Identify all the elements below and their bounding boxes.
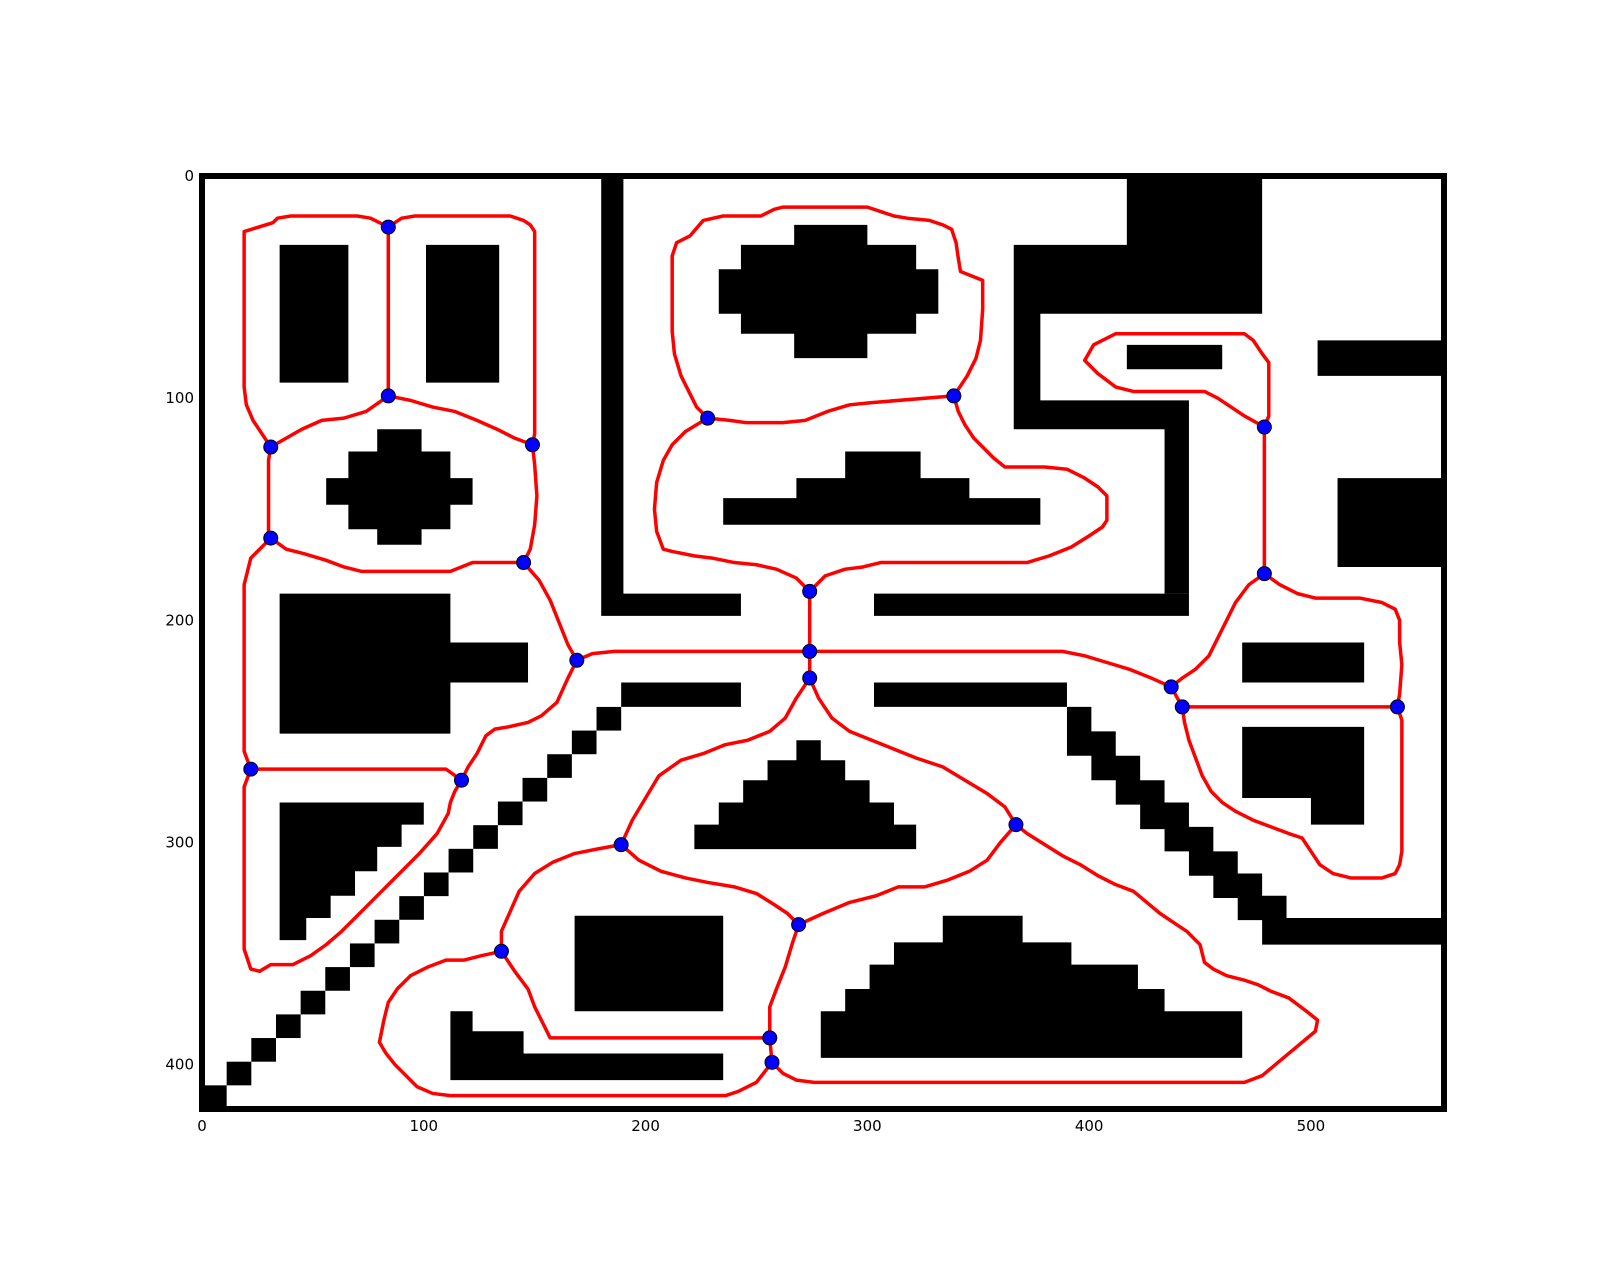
- x-tick-label: 400: [1075, 1117, 1104, 1135]
- graph-node: [264, 531, 278, 545]
- graph-node: [1009, 818, 1023, 832]
- big-l-block: [280, 594, 528, 734]
- graph-node: [1390, 700, 1404, 714]
- x-tick-label: 500: [1297, 1117, 1326, 1135]
- staircase-step: [424, 872, 449, 896]
- staircase-step: [375, 920, 400, 944]
- graph-node: [381, 220, 395, 234]
- x-tick-label: 300: [853, 1117, 882, 1135]
- graph-node: [244, 762, 258, 776]
- staircase-step: [399, 896, 424, 920]
- graph-node: [765, 1055, 779, 1069]
- graph-node: [381, 389, 395, 403]
- staircase-step: [251, 1038, 276, 1062]
- stepped-hill: [723, 451, 1040, 524]
- x-tick-label: 100: [409, 1117, 438, 1135]
- staircase-step: [572, 731, 597, 755]
- graph-node: [525, 438, 539, 452]
- staircase-step: [449, 849, 474, 873]
- graph-node: [763, 1031, 777, 1045]
- graph-node: [803, 584, 817, 598]
- right-edge-block: [1338, 478, 1444, 567]
- top-left-block-1: [280, 245, 349, 383]
- staircase-step: [276, 1014, 301, 1038]
- staircase-step: [202, 1085, 227, 1109]
- x-tick-label: 200: [631, 1117, 660, 1135]
- staircase-step: [227, 1062, 252, 1086]
- l-block-right: [1242, 727, 1364, 825]
- staircase-step: [325, 967, 350, 991]
- path-20-22: [621, 845, 798, 925]
- path-13-17: [810, 651, 1172, 687]
- path-6-7: [524, 563, 577, 661]
- graph-node: [614, 838, 628, 852]
- x-tick-label: 0: [197, 1117, 207, 1135]
- rect-right-1: [1242, 643, 1364, 683]
- graph-node: [517, 556, 531, 570]
- right-edge-bar: [1318, 340, 1444, 376]
- path-7-13: [577, 651, 810, 660]
- y-tick-label: 200: [165, 611, 194, 629]
- graph-node: [454, 773, 468, 787]
- graph-node: [803, 644, 817, 658]
- y-tick-label: 300: [165, 833, 194, 851]
- path-2-3: [271, 396, 389, 447]
- graph-node: [803, 671, 817, 685]
- path-5-8: [244, 538, 271, 769]
- graph-node: [1257, 567, 1271, 581]
- bar-center-left: [621, 682, 741, 706]
- diagonal-staircase: [202, 707, 621, 1109]
- y-tick-label: 400: [165, 1056, 194, 1074]
- graph-node: [792, 918, 806, 932]
- graph-node: [1257, 420, 1271, 434]
- staircase-step: [350, 943, 375, 967]
- graph-node: [1175, 700, 1189, 714]
- staircase-step: [498, 802, 523, 826]
- bottom-l-block: [450, 1011, 723, 1080]
- octagon-obstacle: [719, 225, 939, 358]
- graph-node: [1164, 680, 1178, 694]
- graph-node: [570, 653, 584, 667]
- right-maze-wall: [1014, 176, 1262, 594]
- center-triangle: [694, 740, 916, 849]
- graph-node: [947, 389, 961, 403]
- path-4-6: [524, 445, 537, 563]
- small-bar-right: [1127, 345, 1222, 369]
- bar-center-right: [874, 682, 1067, 706]
- staircase-step: [301, 991, 326, 1015]
- graph-node: [264, 440, 278, 454]
- y-tick-label: 100: [165, 389, 194, 407]
- staircase-step: [547, 754, 572, 778]
- top-left-block-2: [426, 245, 499, 383]
- staircase-step: [473, 825, 498, 849]
- center-square: [575, 916, 724, 1012]
- path-22-24: [770, 925, 799, 1038]
- staircase-step: [523, 778, 548, 802]
- graph-node: [494, 944, 508, 958]
- big-stepped-hill: [821, 916, 1242, 1058]
- path-16-19: [1264, 574, 1402, 707]
- graph-node: [701, 411, 715, 425]
- diamond-obstacle: [326, 429, 472, 545]
- bottom-bar-middle: [874, 594, 1189, 616]
- path-3-5: [269, 447, 271, 538]
- path-10-11: [708, 396, 954, 423]
- path-8-9: [251, 769, 462, 780]
- y-tick-label: 0: [184, 167, 194, 185]
- staircase-step: [597, 707, 622, 731]
